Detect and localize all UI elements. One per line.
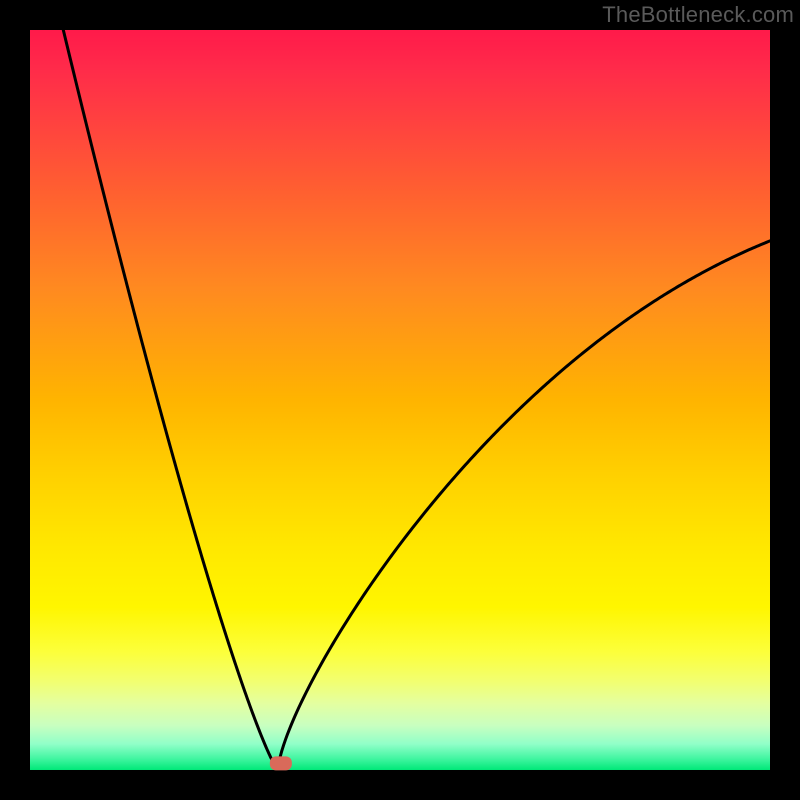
watermark-text: TheBottleneck.com <box>602 2 794 28</box>
optimum-marker <box>270 756 292 770</box>
bottleneck-chart <box>0 0 800 800</box>
chart-container: TheBottleneck.com <box>0 0 800 800</box>
